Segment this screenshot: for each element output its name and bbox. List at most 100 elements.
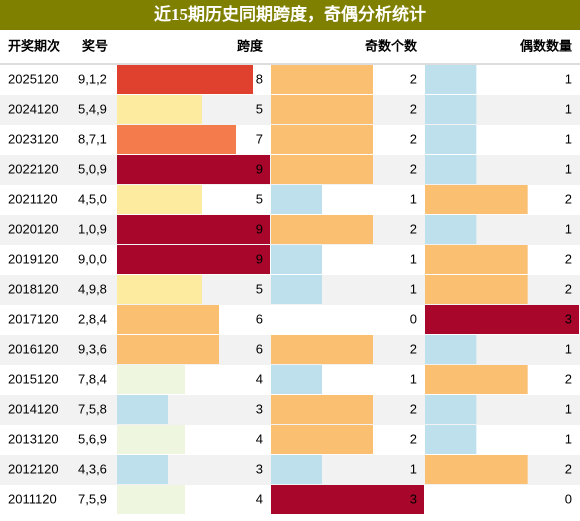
value-cell: 1 [565,221,572,236]
data-bar [425,215,477,244]
data-bar [425,275,528,304]
value-cell: 2 [410,341,417,356]
value-cell: 6 [256,311,263,326]
value-cell: 1 [565,431,572,446]
numbers-cell: 8,7,1 [78,131,107,146]
value-cell: 1 [565,131,572,146]
value-cell: 0 [565,491,572,506]
data-bar [425,335,477,364]
data-bar [117,215,270,244]
data-bar [271,425,373,454]
numbers-cell: 7,5,9 [78,491,107,506]
data-bar [271,215,373,244]
data-bar [117,155,270,184]
numbers-cell: 4,5,0 [78,191,107,206]
data-bar [425,95,477,124]
data-bar [271,365,322,394]
data-bar [271,95,373,124]
numbers-cell: 2,8,4 [78,311,107,326]
data-bar [425,125,477,154]
numbers-cell: 4,9,8 [78,281,107,296]
data-bar [425,245,528,274]
numbers-cell: 5,0,9 [78,161,107,176]
data-bar [117,305,219,334]
data-bar [271,155,373,184]
data-bar [117,335,219,364]
table-title: 近15期历史同期跨度，奇偶分析统计 [154,4,426,24]
period-cell: 2011120 [8,491,57,506]
value-cell: 3 [256,461,263,476]
column-header: 奇数个数 [365,38,418,53]
data-bar [117,245,270,274]
value-cell: 1 [410,281,417,296]
data-bar [271,65,373,94]
value-cell: 3 [256,401,263,416]
data-bar [117,425,185,454]
value-cell: 2 [565,461,572,476]
data-bar [425,185,528,214]
value-cell: 0 [410,311,417,326]
period-cell: 2013120 [8,431,59,446]
value-cell: 1 [410,371,417,386]
column-header: 偶数数量 [520,38,572,53]
data-bar [425,155,477,184]
value-cell: 1 [565,71,572,86]
value-cell: 9 [256,161,263,176]
value-cell: 2 [565,281,572,296]
value-cell: 5 [256,191,263,206]
data-bar [117,95,202,124]
numbers-cell: 9,1,2 [78,71,107,86]
period-cell: 2015120 [8,371,59,386]
data-bar [117,65,253,94]
value-cell: 2 [410,431,417,446]
value-cell: 9 [256,251,263,266]
period-cell: 2021120 [8,191,58,206]
value-cell: 4 [256,371,263,386]
value-cell: 8 [256,71,263,86]
data-bar [271,245,322,274]
period-cell: 2016120 [8,341,59,356]
period-cell: 2018120 [8,281,59,296]
numbers-cell: 7,8,4 [78,371,107,386]
value-cell: 7 [256,131,263,146]
column-header: 奖号 [82,38,108,53]
title-bar [0,0,580,30]
value-cell: 2 [410,71,417,86]
value-cell: 2 [410,221,417,236]
period-cell: 2022120 [8,161,59,176]
value-cell: 3 [410,491,417,506]
data-bar [117,395,168,424]
numbers-cell: 1,0,9 [78,221,107,236]
data-bar [425,455,528,484]
numbers-cell: 7,5,8 [78,401,107,416]
value-cell: 1 [410,251,417,266]
data-bar [271,275,322,304]
data-bar [425,365,528,394]
data-bar [425,395,477,424]
data-bar [425,425,477,454]
value-cell: 2 [410,401,417,416]
period-cell: 2019120 [8,251,59,266]
period-cell: 2017120 [8,311,59,326]
value-cell: 2 [410,161,417,176]
numbers-cell: 5,4,9 [78,101,107,116]
data-bar [271,335,373,364]
value-cell: 1 [410,461,417,476]
period-cell: 2025120 [8,71,59,86]
period-cell: 2012120 [8,461,59,476]
value-cell: 9 [256,221,263,236]
value-cell: 1 [565,341,572,356]
column-header: 跨度 [237,38,264,53]
value-cell: 5 [256,101,263,116]
data-bar [271,455,322,484]
data-bar [117,365,185,394]
numbers-cell: 5,6,9 [78,431,107,446]
data-bar [117,275,202,304]
period-cell: 2020120 [8,221,59,236]
period-cell: 2014120 [8,401,59,416]
data-bar [425,305,579,334]
value-cell: 4 [256,431,263,446]
value-cell: 1 [565,161,572,176]
